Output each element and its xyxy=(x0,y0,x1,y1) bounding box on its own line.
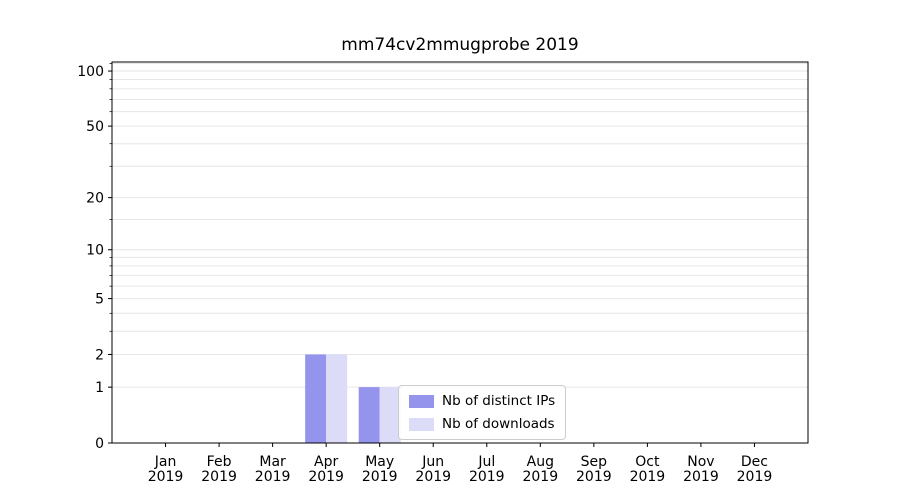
y-tick-label: 100 xyxy=(77,64,104,80)
x-tick-label-month: Apr xyxy=(314,454,338,470)
legend-label-downloads: Nb of downloads xyxy=(442,416,555,432)
x-tick-label-year: 2019 xyxy=(576,469,612,485)
bar xyxy=(358,387,380,443)
x-tick-label-year: 2019 xyxy=(630,469,666,485)
x-tick-label-month: Jun xyxy=(421,454,444,470)
x-tick-label-year: 2019 xyxy=(148,469,184,485)
chart-title: mm74cv2mmugprobe 2019 xyxy=(341,35,579,55)
x-tick-label-month: Sep xyxy=(581,454,608,470)
x-tick-label-year: 2019 xyxy=(362,469,398,485)
x-tick-label-year: 2019 xyxy=(415,469,451,485)
x-tick-label-year: 2019 xyxy=(737,469,773,485)
legend-item-distinct-ips: Nb of distinct IPs xyxy=(409,393,555,409)
x-tick-label-year: 2019 xyxy=(522,469,558,485)
legend-swatch-downloads xyxy=(409,417,434,431)
x-tick-label-year: 2019 xyxy=(255,469,291,485)
y-tick-label: 50 xyxy=(86,119,104,135)
bar-series-1 xyxy=(326,354,401,443)
y-tick-label: 2 xyxy=(95,347,104,363)
gridlines xyxy=(112,62,808,388)
bar xyxy=(326,354,348,443)
x-tick-label-year: 2019 xyxy=(469,469,505,485)
x-tick-label-month: Jul xyxy=(477,454,495,470)
legend-swatch-distinct-ips xyxy=(409,394,434,408)
x-tick-label-month: May xyxy=(365,454,394,470)
x-tick-label-month: Dec xyxy=(741,454,768,470)
x-tick-label-year: 2019 xyxy=(201,469,237,485)
y-tick-label: 5 xyxy=(95,292,104,308)
y-tick-label: 10 xyxy=(86,243,104,259)
x-tick-label-month: Jan xyxy=(154,454,177,470)
x-tick-label-year: 2019 xyxy=(308,469,344,485)
legend-label-distinct-ips: Nb of distinct IPs xyxy=(442,393,556,409)
axes-box xyxy=(111,61,809,444)
x-tick-label-month: Mar xyxy=(259,454,286,470)
y-tick-label: 1 xyxy=(95,380,104,396)
bar-series-0 xyxy=(305,354,380,443)
x-tick-label-month: Oct xyxy=(635,454,660,470)
x-tick-label-year: 2019 xyxy=(683,469,719,485)
bar xyxy=(305,354,327,443)
legend: Nb of distinct IPs Nb of downloads xyxy=(398,385,567,440)
legend-item-downloads: Nb of downloads xyxy=(409,416,555,432)
y-tick-label: 0 xyxy=(95,436,104,452)
x-tick-label-month: Nov xyxy=(687,454,714,470)
x-tick-label-month: Feb xyxy=(207,454,232,470)
bar xyxy=(379,387,401,443)
y-tick-label: 20 xyxy=(86,191,104,207)
x-tick-label-month: Aug xyxy=(527,454,554,470)
